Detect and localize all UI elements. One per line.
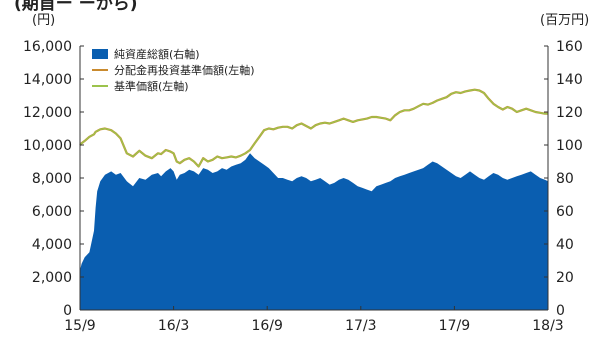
legend-background [88,44,296,100]
axes [79,45,549,311]
left-tick-label: 14,000 [23,72,72,88]
x-tick-label: 17/3 [345,318,376,334]
legend-label: 分配金再投資基準価額(左軸) [114,63,255,77]
nav-line [79,89,548,168]
legend-label: 基準価額(左軸) [114,79,189,93]
left-tick-label: 8,000 [32,171,72,187]
legend-swatch-area [92,49,108,59]
right-tick-label: 100 [556,138,583,154]
legend: 純資産総額(右軸) 分配金再投資基準価額(左軸) 基準価額(左軸) [88,44,296,100]
right-tick-label: 60 [556,204,574,220]
right-tick-label: 40 [556,237,574,253]
x-tick-label: 16/3 [158,318,189,334]
legend-label: 純資産総額(右軸) [114,47,200,61]
tick-labels: 0 2,000 4,000 6,000 8,000 10,000 12,000 14,000 1… [23,39,583,334]
right-tick-label: 140 [556,72,583,88]
header-partial-text: (期首ー ーから) [14,0,137,14]
left-tick-label: 0 [63,303,72,319]
x-tick-label: 15/9 [64,318,95,334]
left-tick-label: 10,000 [23,138,72,154]
left-tick-label: 6,000 [32,204,72,220]
x-tick-label: 18/3 [532,318,563,334]
left-tick-label: 2,000 [32,270,72,286]
x-tick-label: 17/9 [439,318,470,334]
x-tick-label: 16/9 [251,318,282,334]
nav-reinvested-line [79,88,548,168]
right-tick-label: 0 [556,303,565,319]
left-tick-label: 4,000 [32,237,72,253]
plot-area [79,88,548,310]
left-axis-unit: (円) [32,13,55,28]
right-tick-label: 20 [556,270,574,286]
left-tick-label: 12,000 [23,105,72,121]
net-assets-area [80,153,548,310]
left-tick-label: 16,000 [23,39,72,55]
right-tick-label: 80 [556,171,574,187]
right-axis-unit: (百万円) [540,13,589,28]
right-tick-label: 120 [556,105,583,121]
right-tick-label: 160 [556,39,583,55]
